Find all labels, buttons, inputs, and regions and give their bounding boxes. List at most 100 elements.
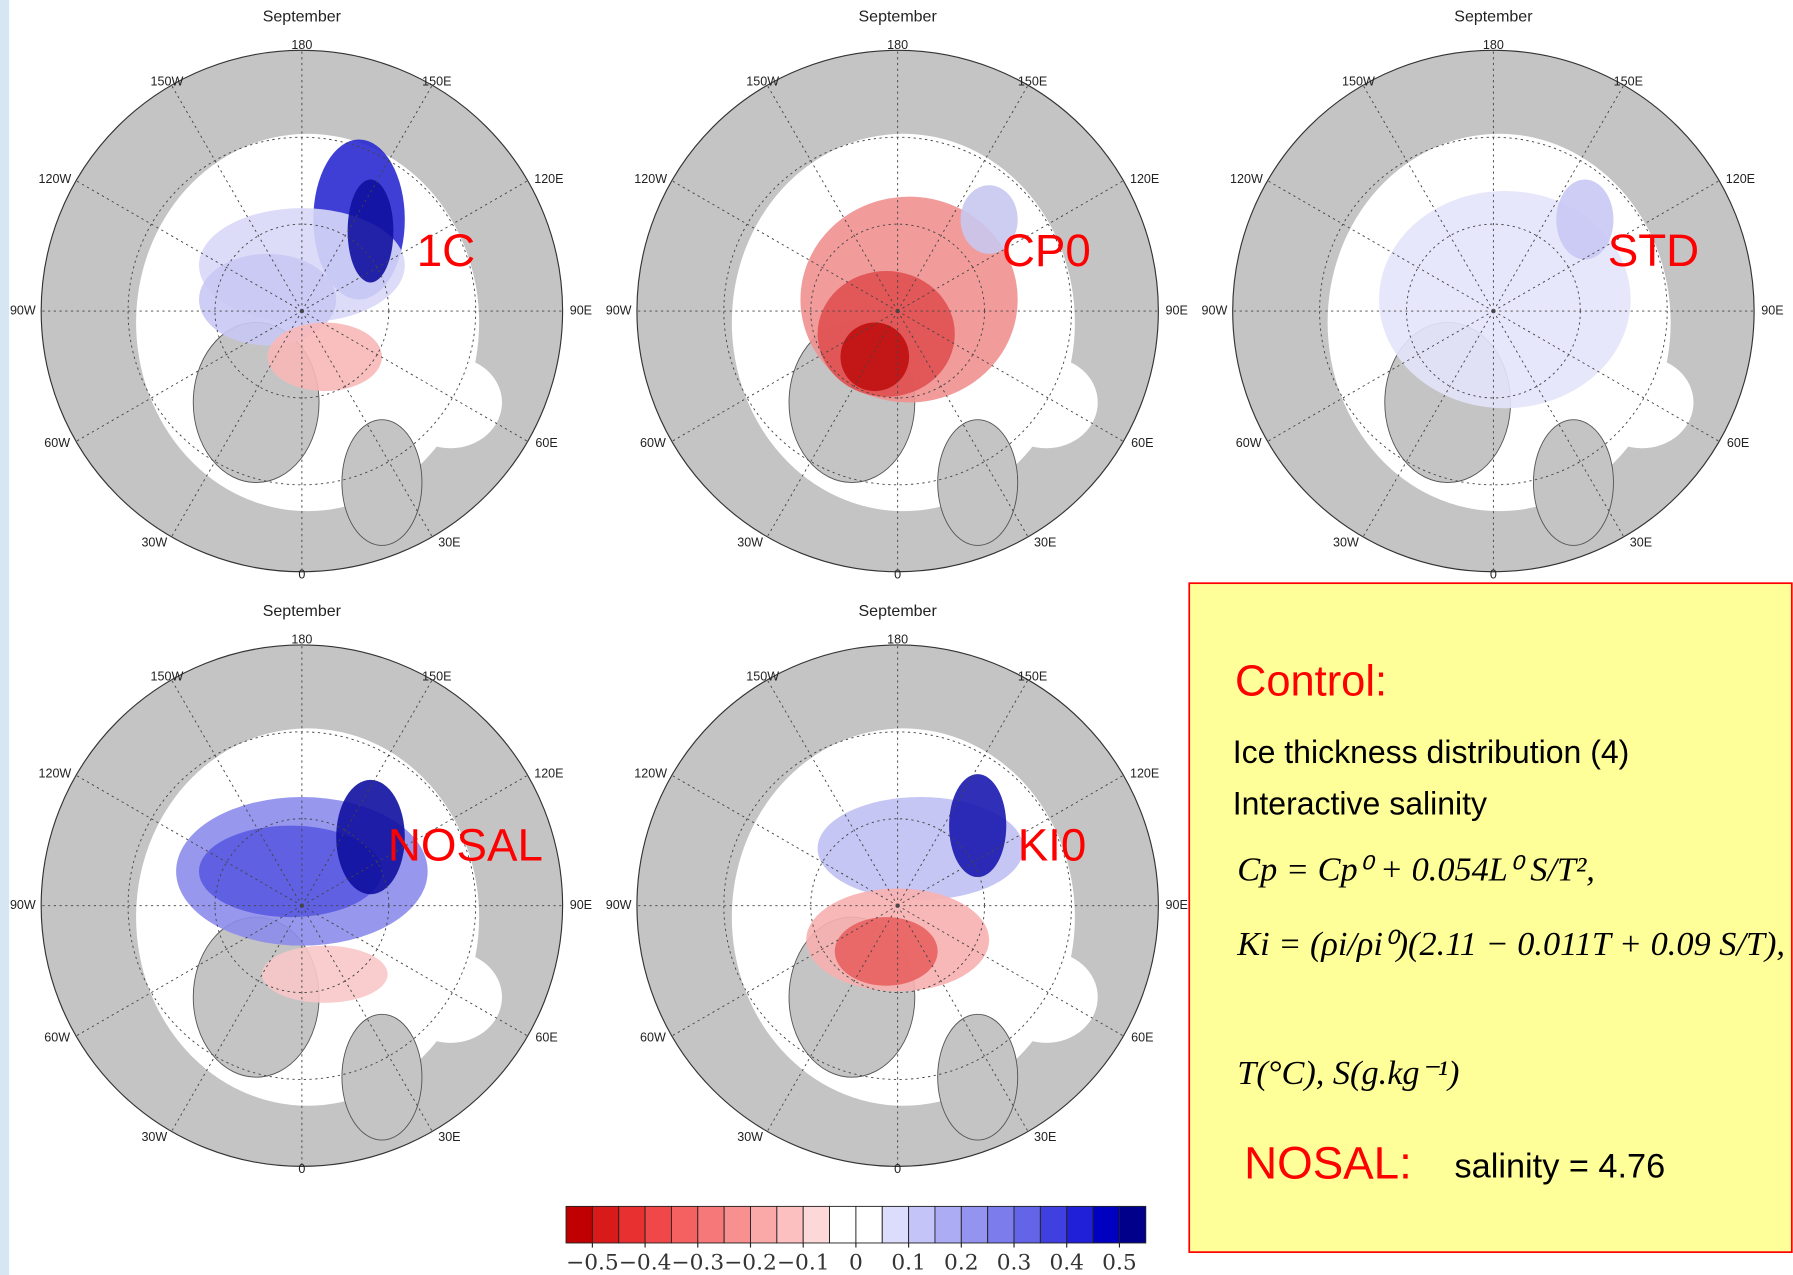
colorbar-cell — [1014, 1206, 1040, 1243]
map-ocean — [1591, 357, 1694, 448]
longitude-label: 60W — [1236, 436, 1262, 450]
longitude-label: 90E — [570, 303, 592, 317]
longitude-label: 150E — [1614, 75, 1643, 89]
longitude-label: 30E — [438, 1130, 460, 1144]
longitude-label: 120E — [534, 172, 563, 186]
colorbar-cell — [724, 1206, 750, 1243]
colorbar-cell — [566, 1206, 592, 1243]
longitude-label: 150W — [746, 669, 779, 683]
formula: T(°C), S(g.kg⁻¹) — [1237, 1054, 1459, 1092]
colorbar-cell — [909, 1206, 935, 1243]
map-scandinavia — [938, 1014, 1018, 1140]
colorbar-tick-label: −0.2 — [724, 1251, 777, 1275]
anomaly-area — [1556, 180, 1613, 260]
map-title: September — [263, 8, 342, 25]
anomaly-area — [348, 180, 394, 283]
box-line: Interactive salinity — [1233, 786, 1487, 822]
experiment-label: KI0 — [1018, 820, 1087, 871]
longitude-label: 30W — [1333, 535, 1359, 549]
longitude-label: 30E — [1630, 535, 1652, 549]
colorbar-cell — [1040, 1206, 1066, 1243]
slide: September 180 150W 150E 120W 120E 90W 90E 60W 60E… — [0, 0, 1793, 1275]
anomaly-area — [268, 322, 382, 391]
longitude-label: 30W — [737, 1130, 763, 1144]
colorbar-cell — [935, 1206, 961, 1243]
longitude-label: 90W — [10, 303, 36, 317]
longitude-label: 30E — [1034, 1130, 1056, 1144]
longitude-label: 90E — [1761, 303, 1783, 317]
longitude-label: 120E — [1726, 172, 1755, 186]
longitude-label: 180 — [887, 633, 908, 647]
longitude-label: 30W — [737, 535, 763, 549]
colorbar-tick-label: 0.1 — [891, 1251, 926, 1275]
box-heading: Control: — [1235, 657, 1387, 705]
map-title: September — [263, 603, 342, 620]
page: {"maps":[ {"title":"September","label":"… — [0, 0, 1793, 1275]
longitude-label: 90W — [1201, 303, 1227, 317]
map-title: September — [859, 603, 938, 620]
box-line: Ice thickness distribution (4) — [1233, 734, 1630, 770]
longitude-label: 60E — [1131, 436, 1153, 450]
longitude-label: 120E — [534, 766, 563, 780]
map-ocean — [399, 357, 502, 448]
longitude-label: 120W — [634, 172, 667, 186]
longitude-label: 30E — [1034, 535, 1056, 549]
colorbar-cell — [1067, 1206, 1093, 1243]
anomaly-area — [949, 774, 1006, 877]
formula: Ki = (ρi/ρi⁰)(2.11 − 0.011T + 0.09 S/T), — [1236, 925, 1785, 963]
map-title: September — [859, 8, 938, 25]
map-ocean — [995, 951, 1098, 1042]
colorbar-tick-label: 0.3 — [997, 1251, 1032, 1275]
longitude-label: 150E — [422, 75, 451, 89]
longitude-label: 120W — [634, 766, 667, 780]
colorbar-tick-label: −0.3 — [671, 1251, 724, 1275]
anomaly-area — [840, 322, 909, 391]
longitude-label: 150E — [422, 669, 451, 683]
colorbar-tick-label: −0.1 — [777, 1251, 830, 1275]
formula: Cp = Cp⁰ + 0.054L⁰ S/T², — [1237, 850, 1595, 888]
map-scandinavia — [1533, 420, 1613, 546]
experiment-label: NOSAL — [388, 820, 543, 871]
colorbar-cell — [619, 1206, 645, 1243]
longitude-label: 60W — [640, 1031, 666, 1045]
longitude-label: 60E — [535, 436, 557, 450]
colorbar-tick-label: 0.4 — [1049, 1251, 1084, 1275]
longitude-label: 120W — [38, 766, 71, 780]
longitude-label: 60W — [44, 1031, 70, 1045]
experiment-label: 1C — [417, 225, 475, 276]
colorbar-tick-label: 0.5 — [1102, 1251, 1137, 1275]
colorbar-tick-label: 0.2 — [944, 1251, 979, 1275]
colorbar-cell — [645, 1206, 671, 1243]
longitude-label: 180 — [291, 633, 312, 647]
colorbar-tick-label: −0.5 — [566, 1251, 619, 1275]
colorbar-cell — [830, 1206, 856, 1243]
longitude-label: 120E — [1130, 766, 1159, 780]
colorbar-cell — [803, 1206, 829, 1243]
colorbar-cell — [988, 1206, 1014, 1243]
longitude-label: 60E — [1727, 436, 1749, 450]
colorbar-cell — [777, 1206, 803, 1243]
longitude-label: 30W — [141, 535, 167, 549]
longitude-label: 180 — [887, 38, 908, 52]
longitude-label: 90W — [606, 303, 632, 317]
longitude-label: 0 — [298, 1162, 305, 1176]
longitude-label: 60E — [1131, 1031, 1153, 1045]
colorbar-cell — [592, 1206, 618, 1243]
longitude-label: 30W — [141, 1130, 167, 1144]
longitude-label: 90W — [606, 898, 632, 912]
longitude-label: 0 — [894, 568, 901, 582]
colorbar-cell — [671, 1206, 697, 1243]
longitude-label: 150W — [1342, 75, 1375, 89]
longitude-label: 150E — [1018, 669, 1047, 683]
longitude-label: 150E — [1018, 75, 1047, 89]
map-ocean — [995, 357, 1098, 448]
colorbar-cell — [1093, 1206, 1119, 1243]
longitude-label: 150W — [151, 75, 184, 89]
longitude-label: 150W — [151, 669, 184, 683]
colorbar-cell — [882, 1206, 908, 1243]
map-scandinavia — [938, 420, 1018, 546]
longitude-label: 120E — [1130, 172, 1159, 186]
longitude-label: 60W — [44, 436, 70, 450]
colorbar-cell — [698, 1206, 724, 1243]
